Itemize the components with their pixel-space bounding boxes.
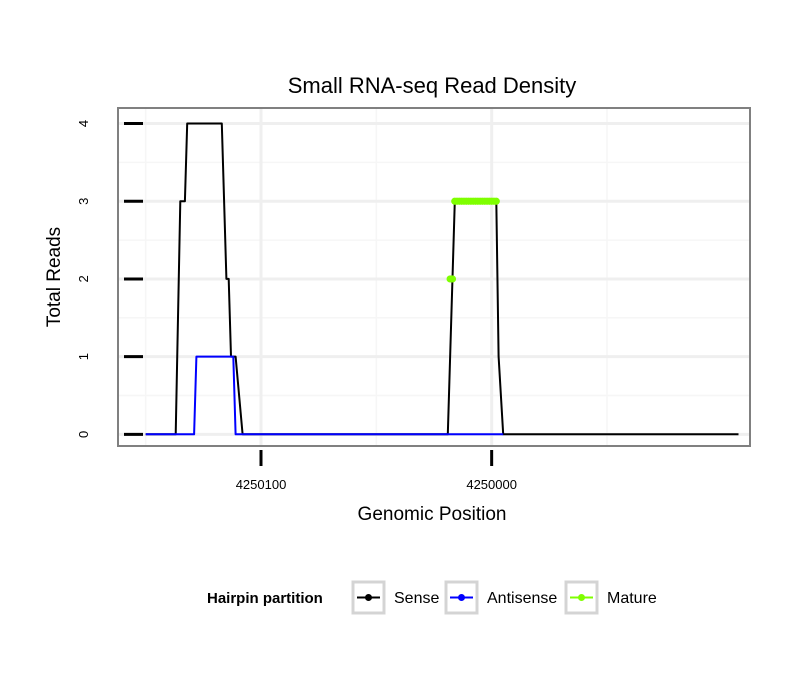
- plot-panel: [117, 107, 751, 447]
- legend-entry-sense: Sense: [351, 580, 439, 615]
- x-tick-label: 4250000: [466, 477, 517, 492]
- legend-key-point: [578, 594, 585, 601]
- legend-key-point: [365, 594, 372, 601]
- series-mature: [446, 197, 500, 283]
- x-axis: 4250100 4250000: [236, 450, 517, 492]
- x-tick-label: 4250100: [236, 477, 287, 492]
- y-tick-label: 3: [76, 198, 91, 205]
- legend-entry-antisense: Antisense: [444, 580, 557, 615]
- legend-label: Antisense: [487, 590, 557, 607]
- y-tick-label: 0: [76, 431, 91, 438]
- x-axis-title: Genomic Position: [358, 504, 507, 525]
- legend-key-point: [458, 594, 465, 601]
- y-tick-label: 2: [76, 275, 91, 282]
- legend-entry-mature: Mature: [564, 580, 657, 615]
- data-point-mature: [492, 197, 500, 205]
- series-layer: [145, 122, 739, 436]
- legend-entries: Sense Antisense Mature: [351, 580, 657, 615]
- y-axis-title: Total Reads: [44, 227, 65, 327]
- legend: Hairpin partition Sense Antisense Mature: [207, 580, 657, 615]
- series-sense: [145, 122, 739, 436]
- plot-panel-border: [117, 107, 751, 447]
- y-tick-label: 4: [76, 120, 91, 127]
- data-point-mature: [448, 275, 457, 283]
- legend-title: Hairpin partition: [207, 590, 323, 607]
- series-line-antisense: [145, 355, 504, 436]
- legend-label: Mature: [607, 590, 657, 607]
- y-axis: 0 1 2 3 4: [76, 120, 143, 438]
- y-tick-label: 1: [76, 353, 91, 360]
- legend-label: Sense: [394, 590, 439, 607]
- series-antisense: [145, 355, 504, 436]
- series-line-sense: [145, 122, 739, 436]
- chart-title: Small RNA-seq Read Density: [288, 73, 577, 98]
